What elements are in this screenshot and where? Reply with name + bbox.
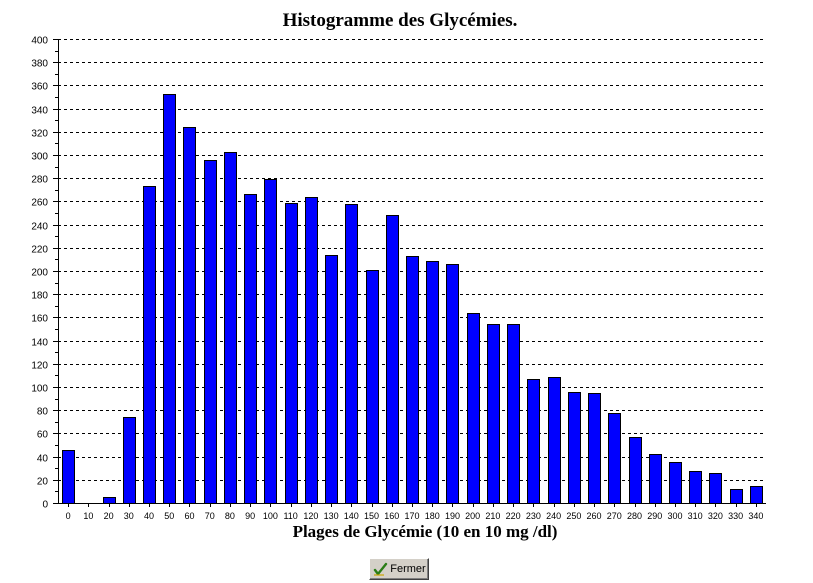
bar-260	[588, 393, 601, 504]
x-tick-label: 10	[83, 511, 93, 521]
x-tick-label: 220	[506, 511, 521, 521]
x-tick-label: 0	[66, 511, 71, 521]
bar-200	[467, 313, 480, 504]
y-tick-label: 240	[31, 222, 48, 233]
x-tick-label: 60	[184, 511, 194, 521]
x-tick-label: 270	[607, 511, 622, 521]
x-tick-label: 120	[303, 511, 318, 521]
bar-150	[366, 270, 379, 504]
x-tick-label: 320	[708, 511, 723, 521]
x-tick-label: 250	[566, 511, 581, 521]
bar-90	[244, 194, 257, 504]
bar-210	[487, 324, 500, 504]
bar-320	[709, 473, 722, 504]
x-tick-label: 80	[225, 511, 235, 521]
y-tick-label: 220	[31, 245, 48, 256]
bar-290	[649, 454, 662, 504]
x-tick-label: 280	[627, 511, 642, 521]
y-tick-label: 260	[31, 198, 48, 209]
bar-220	[507, 324, 520, 504]
y-tick-label: 0	[42, 500, 48, 511]
y-tick-label: 340	[31, 106, 48, 117]
x-tick-label: 200	[465, 511, 480, 521]
bar-80	[224, 152, 237, 504]
x-tick-label: 260	[587, 511, 602, 521]
y-tick-label: 80	[37, 407, 49, 418]
bar-230	[527, 379, 540, 504]
checkmark-icon	[372, 561, 388, 577]
close-button-label: Fermer	[390, 563, 426, 575]
bar-0	[62, 450, 75, 504]
y-tick-label: 60	[37, 430, 49, 441]
bar-280	[629, 437, 642, 504]
y-tick-label: 180	[31, 291, 48, 302]
bar-140	[345, 204, 358, 504]
x-tick-label: 190	[445, 511, 460, 521]
bar-20	[103, 497, 116, 504]
x-tick-label: 100	[263, 511, 278, 521]
bar-40	[143, 186, 156, 504]
x-tick-label: 310	[688, 511, 703, 521]
x-tick-label: 230	[526, 511, 541, 521]
bar-240	[548, 377, 561, 504]
y-tick-label: 160	[31, 314, 48, 325]
y-tick-label: 320	[31, 129, 48, 140]
x-tick-label: 70	[205, 511, 215, 521]
bar-110	[285, 203, 298, 504]
y-tick-label: 400	[31, 36, 48, 47]
bar-330	[730, 489, 743, 504]
x-tick-label: 330	[728, 511, 743, 521]
x-axis-label: Plages de Glycémie (10 en 10 mg /dl)	[292, 522, 558, 541]
x-tick-label: 290	[647, 511, 662, 521]
bar-30	[123, 417, 136, 504]
axes: 0204060801001201401601802002202402602803…	[31, 36, 766, 521]
x-tick-label: 110	[283, 511, 297, 521]
x-tick-label: 50	[164, 511, 174, 521]
close-button[interactable]: Fermer	[369, 558, 429, 580]
bar-310	[689, 471, 702, 504]
x-tick-label: 300	[667, 511, 682, 521]
bar-180	[426, 261, 439, 504]
x-tick-label: 40	[144, 511, 154, 521]
bar-340	[750, 486, 763, 504]
bar-120	[305, 197, 318, 504]
x-tick-label: 90	[245, 511, 255, 521]
bar-170	[406, 256, 419, 504]
y-tick-label: 360	[31, 82, 48, 93]
x-tick-label: 210	[485, 511, 500, 521]
y-tick-label: 300	[31, 152, 48, 163]
bar-60	[183, 127, 196, 504]
bar-50	[163, 94, 176, 504]
y-tick-label: 380	[31, 59, 48, 70]
x-tick-label: 170	[404, 511, 419, 521]
bars	[62, 94, 763, 504]
y-tick-label: 200	[31, 268, 48, 279]
bar-160	[386, 215, 399, 504]
x-tick-label: 180	[425, 511, 440, 521]
x-tick-label: 130	[324, 511, 339, 521]
x-tick-label: 30	[124, 511, 134, 521]
y-tick-label: 40	[37, 454, 49, 465]
y-tick-label: 100	[31, 384, 48, 395]
y-tick-label: 120	[31, 361, 48, 372]
y-tick-label: 280	[31, 175, 48, 186]
bar-190	[446, 264, 459, 504]
x-tick-label: 140	[344, 511, 359, 521]
bar-300	[669, 462, 682, 504]
x-tick-label: 150	[364, 511, 379, 521]
bar-70	[204, 160, 217, 504]
bar-250	[568, 392, 581, 504]
x-tick-label: 240	[546, 511, 561, 521]
x-tick-label: 340	[748, 511, 763, 521]
x-tick-label: 160	[384, 511, 399, 521]
chart-title: Histogramme des Glycémies.	[282, 10, 518, 31]
bar-270	[608, 413, 621, 504]
y-tick-label: 140	[31, 338, 48, 349]
x-tick-label: 20	[104, 511, 114, 521]
bar-100	[264, 179, 277, 504]
bar-130	[325, 255, 338, 504]
y-tick-label: 20	[37, 477, 49, 488]
